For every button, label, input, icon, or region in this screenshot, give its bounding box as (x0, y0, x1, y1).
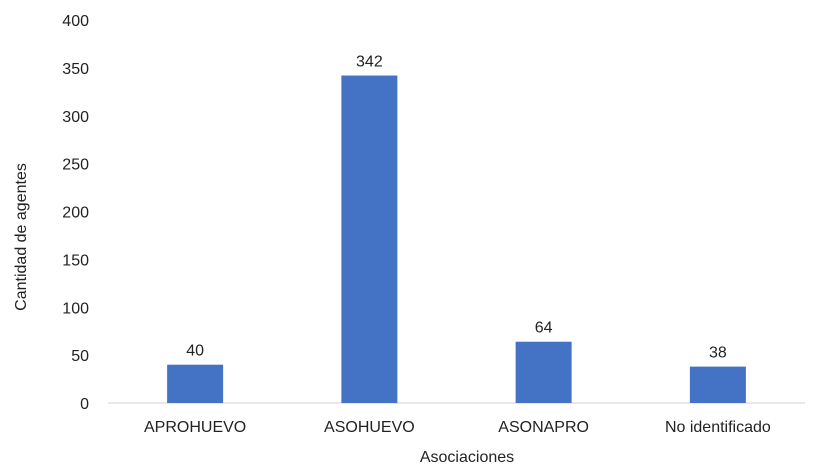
bar (515, 341, 572, 403)
bar-value-label: 40 (186, 343, 204, 360)
y-tick-label: 50 (71, 348, 89, 365)
bar (689, 366, 746, 403)
x-tick-label: APROHUEVO (144, 419, 246, 436)
bar-value-label: 64 (535, 320, 553, 337)
x-axis-ticks: APROHUEVO ASOHUEVO ASONAPRO No identificado (144, 419, 771, 436)
y-tick-label: 200 (62, 205, 89, 222)
x-tick-label: ASONAPRO (498, 419, 589, 436)
y-tick-label: 350 (62, 61, 89, 78)
y-tick-label: 0 (80, 396, 89, 413)
y-tick-label: 100 (62, 300, 89, 317)
y-tick-label: 150 (62, 252, 89, 269)
data-labels: 40 342 64 38 (186, 54, 727, 362)
y-axis-title: Cantidad de agentes (13, 163, 30, 311)
x-tick-label: ASOHUEVO (324, 419, 415, 436)
y-axis-ticks: 0 50 100 150 200 250 300 350 400 (62, 13, 89, 413)
bar (341, 75, 398, 403)
bar-value-label: 342 (356, 54, 383, 71)
bars (167, 75, 746, 403)
x-tick-label: No identificado (665, 419, 771, 436)
y-tick-label: 400 (62, 13, 89, 30)
bar (167, 364, 224, 403)
bar-value-label: 38 (709, 345, 727, 362)
y-tick-label: 300 (62, 109, 89, 126)
x-axis-title: Asociaciones (420, 449, 514, 464)
y-tick-label: 250 (62, 157, 89, 174)
